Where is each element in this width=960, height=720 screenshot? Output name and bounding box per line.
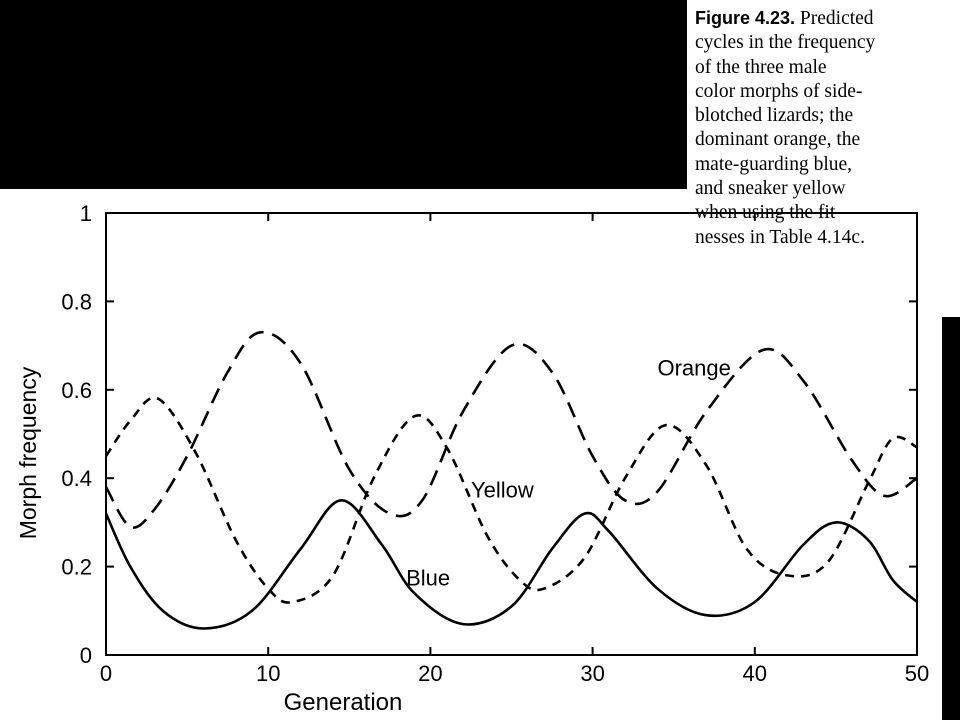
caption-label: Figure 4.23. [695,8,796,28]
caption-panel [687,0,960,317]
annotation-orange: Orange [657,356,730,381]
y-tick-label: 0.6 [61,378,92,403]
y-tick-label: 0.8 [61,289,92,314]
y-tick-label: 0.4 [61,466,92,491]
plot-frame [105,212,918,656]
y-tick-label: 1 [80,201,92,226]
series-line-blue [104,498,918,630]
x-tick-label: 40 [743,661,767,686]
x-tick-label: 50 [905,661,929,686]
series-line-orange [104,330,918,529]
annotation-yellow: Yellow [471,477,534,502]
series-annotations: Orange Yellow Blue [406,356,731,591]
annotation-blue: Blue [406,566,450,591]
x-tick-label: 10 [256,661,280,686]
x-tick-label: 30 [580,661,604,686]
x-tick-label: 20 [418,661,442,686]
y-tick-label: 0 [80,643,92,668]
y-tick-label: 0.2 [61,555,92,580]
chart-labels: Generation Morph frequency [15,366,402,716]
series-layer [104,330,918,630]
caption-text: Predicted cycles in the frequency of the… [695,8,876,248]
series-line-yellow [104,396,918,604]
figure-caption: Figure 4.23. Predicted cycles in the fre… [695,6,955,250]
tick-marks: 0 10 20 30 40 50 0 0.2 0.4 0.6 0.8 1 [61,201,929,686]
x-tick-label: 0 [100,661,112,686]
axes [105,212,918,656]
x-axis-label: Generation [284,689,403,716]
right-edge-bar [942,317,960,720]
y-axis-label: Morph frequency [15,366,41,539]
